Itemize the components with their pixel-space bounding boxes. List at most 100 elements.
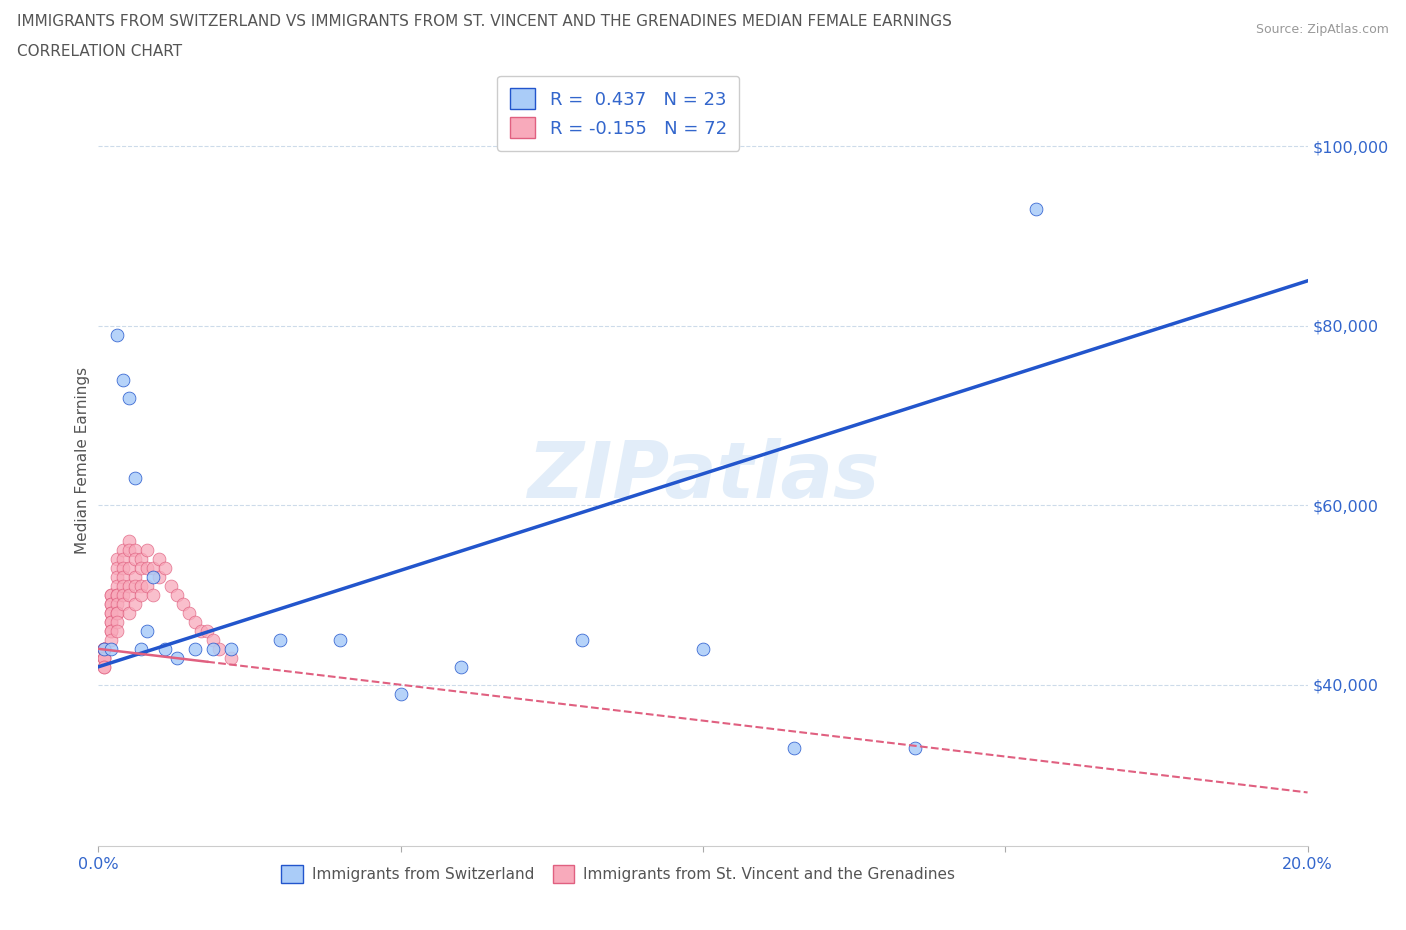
Point — [105, 605, 128, 620]
Point — [111, 372, 134, 387]
Point — [118, 534, 141, 549]
Point — [105, 327, 128, 342]
Point — [184, 615, 207, 630]
Point — [118, 390, 141, 405]
Point — [124, 578, 146, 593]
Point — [100, 615, 122, 630]
Text: Source: ZipAtlas.com: Source: ZipAtlas.com — [1256, 23, 1389, 36]
Point — [153, 642, 176, 657]
Point — [93, 659, 115, 674]
Point — [93, 642, 115, 657]
Point — [118, 578, 141, 593]
Point — [93, 642, 115, 657]
Point — [93, 650, 115, 665]
Legend: Immigrants from Switzerland, Immigrants from St. Vincent and the Grenadines: Immigrants from Switzerland, Immigrants … — [276, 859, 962, 889]
Point — [166, 650, 188, 665]
Point — [329, 632, 352, 647]
Point — [111, 561, 134, 576]
Point — [166, 588, 188, 603]
Point — [124, 569, 146, 584]
Point — [135, 578, 157, 593]
Point — [202, 642, 225, 657]
Point — [692, 642, 714, 657]
Point — [153, 561, 176, 576]
Point — [111, 551, 134, 566]
Point — [184, 642, 207, 657]
Point — [129, 551, 152, 566]
Point — [129, 588, 152, 603]
Point — [124, 596, 146, 611]
Point — [100, 588, 122, 603]
Point — [160, 578, 183, 593]
Point — [190, 623, 212, 638]
Point — [105, 623, 128, 638]
Point — [208, 642, 231, 657]
Point — [142, 569, 165, 584]
Point — [148, 569, 170, 584]
Text: ZIPatlas: ZIPatlas — [527, 438, 879, 513]
Point — [450, 659, 472, 674]
Point — [118, 605, 141, 620]
Point — [100, 632, 122, 647]
Text: IMMIGRANTS FROM SWITZERLAND VS IMMIGRANTS FROM ST. VINCENT AND THE GRENADINES ME: IMMIGRANTS FROM SWITZERLAND VS IMMIGRANT… — [17, 14, 952, 29]
Point — [105, 596, 128, 611]
Point — [124, 543, 146, 558]
Point — [93, 650, 115, 665]
Point — [105, 551, 128, 566]
Point — [100, 615, 122, 630]
Point — [111, 578, 134, 593]
Point — [100, 623, 122, 638]
Point — [124, 471, 146, 485]
Point — [179, 605, 201, 620]
Point — [100, 623, 122, 638]
Point — [93, 642, 115, 657]
Text: CORRELATION CHART: CORRELATION CHART — [17, 44, 181, 59]
Point — [142, 588, 165, 603]
Point — [118, 561, 141, 576]
Point — [111, 569, 134, 584]
Point — [783, 740, 806, 755]
Point — [148, 551, 170, 566]
Point — [1024, 202, 1046, 217]
Point — [135, 623, 157, 638]
Point — [135, 561, 157, 576]
Point — [93, 642, 115, 657]
Point — [105, 588, 128, 603]
Point — [221, 650, 243, 665]
Point — [904, 740, 927, 755]
Point — [111, 543, 134, 558]
Point — [111, 588, 134, 603]
Point — [93, 642, 115, 657]
Point — [389, 686, 412, 701]
Point — [100, 596, 122, 611]
Point — [105, 605, 128, 620]
Point — [118, 588, 141, 603]
Point — [571, 632, 593, 647]
Point — [100, 605, 122, 620]
Point — [129, 561, 152, 576]
Point — [111, 596, 134, 611]
Point — [118, 543, 141, 558]
Point — [105, 578, 128, 593]
Point — [129, 642, 152, 657]
Point — [100, 596, 122, 611]
Point — [100, 605, 122, 620]
Point — [202, 632, 225, 647]
Point — [195, 623, 218, 638]
Point — [221, 642, 243, 657]
Point — [124, 551, 146, 566]
Point — [100, 642, 122, 657]
Point — [100, 588, 122, 603]
Point — [135, 543, 157, 558]
Point — [105, 588, 128, 603]
Y-axis label: Median Female Earnings: Median Female Earnings — [75, 366, 90, 554]
Point — [93, 650, 115, 665]
Point — [105, 569, 128, 584]
Point — [105, 561, 128, 576]
Point — [93, 659, 115, 674]
Point — [172, 596, 194, 611]
Point — [129, 578, 152, 593]
Point — [269, 632, 291, 647]
Point — [142, 561, 165, 576]
Point — [93, 642, 115, 657]
